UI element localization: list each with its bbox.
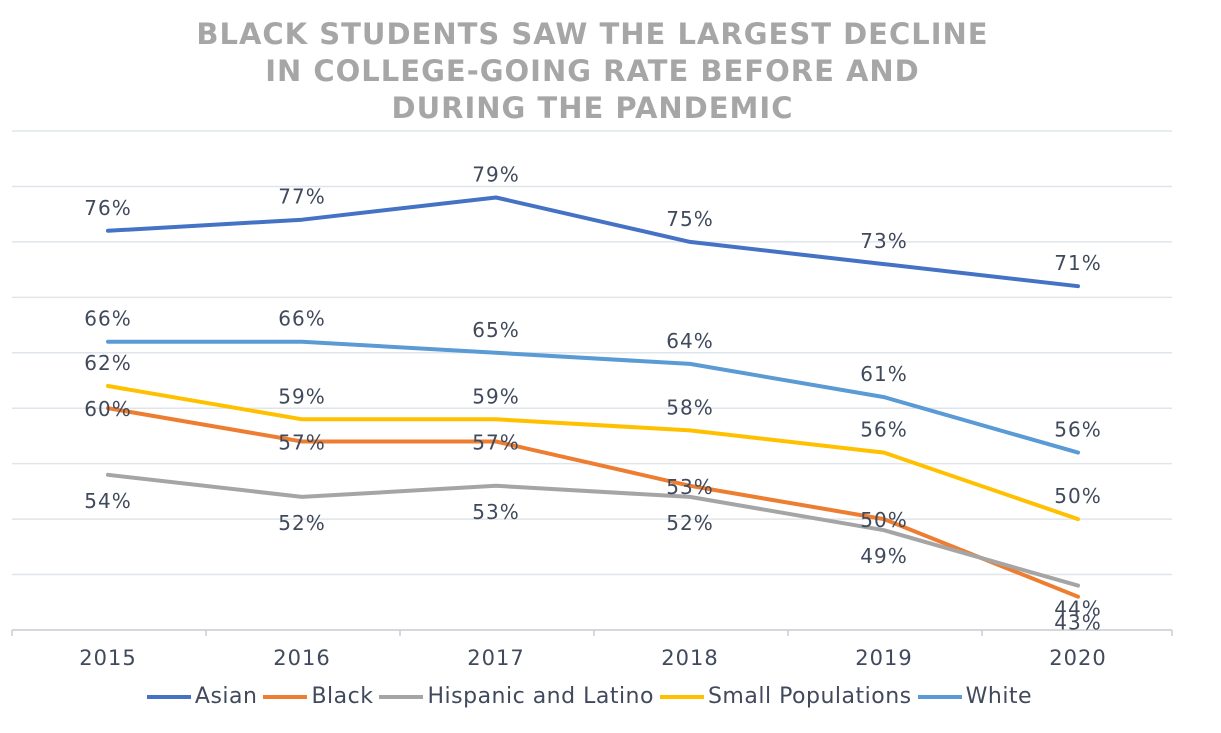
legend-item: White — [917, 684, 1033, 709]
data-label: 75% — [666, 207, 713, 231]
data-label: 59% — [278, 384, 325, 408]
legend-label: Small Populations — [707, 684, 912, 709]
series-line-hispanic-and-latino — [106, 472, 1080, 588]
legend-swatch — [379, 694, 424, 699]
legend-item: Small Populations — [659, 684, 912, 709]
data-label: 58% — [666, 395, 713, 419]
x-tick-label: 2019 — [855, 646, 912, 670]
data-label: 77% — [278, 185, 325, 209]
series-line-white — [106, 339, 1080, 455]
data-label: 44% — [1054, 597, 1101, 621]
data-label: 50% — [860, 508, 907, 532]
data-label: 64% — [666, 329, 713, 353]
data-label: 79% — [472, 163, 519, 187]
data-label: 60% — [84, 397, 131, 421]
data-label: 54% — [84, 489, 131, 513]
data-label: 53% — [472, 500, 519, 524]
legend-swatch — [146, 694, 191, 699]
chart-title-line-2: IN COLLEGE-GOING RATE BEFORE AND — [265, 54, 920, 88]
data-label: 56% — [860, 418, 907, 442]
data-label: 59% — [472, 384, 519, 408]
legend-item: Asian — [146, 684, 258, 709]
data-label: 71% — [1054, 251, 1101, 275]
legend-label: White — [965, 684, 1033, 709]
legend-swatch — [659, 694, 704, 699]
legend-label: Asian — [194, 684, 258, 709]
chart-title: BLACK STUDENTS SAW THE LARGEST DECLINE I… — [0, 16, 1185, 127]
data-label: 73% — [860, 229, 907, 253]
legend-label: Black — [311, 684, 374, 709]
data-label: 76% — [84, 196, 131, 220]
data-label: 56% — [1054, 418, 1101, 442]
gridlines — [12, 130, 1172, 576]
legend: Asian Black Hispanic and Latino Small Popul… — [0, 684, 1185, 709]
legend-item: Black — [263, 684, 373, 709]
data-label: 43% — [1054, 611, 1101, 635]
legend-item: Hispanic and Latino — [379, 684, 653, 709]
series-line-small-populations — [106, 384, 1080, 522]
x-tick-label: 2018 — [661, 646, 718, 670]
legend-label: Hispanic and Latino — [427, 684, 654, 709]
x-tick-label: 2016 — [273, 646, 330, 670]
data-label: 61% — [860, 362, 907, 386]
x-tick-label: 2015 — [79, 646, 136, 670]
data-label: 50% — [1054, 484, 1101, 508]
legend-swatch — [263, 694, 308, 699]
series-line-asian — [106, 195, 1080, 289]
data-label: 52% — [666, 511, 713, 535]
x-tick-label: 2017 — [467, 646, 524, 670]
chart-title-line-3: DURING THE PANDEMIC — [391, 91, 794, 125]
data-label: 57% — [278, 431, 325, 455]
data-label: 65% — [472, 318, 519, 342]
data-labels: 76% 77% 79% 75% 73% 71% 60% 57% 57% 53% 50% 43% 54% 5… — [84, 163, 1101, 635]
series-lines — [106, 195, 1080, 599]
data-label: 52% — [278, 511, 325, 535]
data-label: 57% — [472, 431, 519, 455]
series-line-black — [106, 406, 1080, 599]
legend-swatch — [917, 694, 962, 699]
data-label: 49% — [860, 544, 907, 568]
chart-title-line-1: BLACK STUDENTS SAW THE LARGEST DECLINE — [196, 17, 989, 51]
data-label: 66% — [278, 307, 325, 331]
x-tick-label: 2020 — [1049, 646, 1106, 670]
data-label: 53% — [666, 475, 713, 499]
x-axis: 2015 2016 2017 2018 2019 2020 — [11, 629, 1173, 670]
data-label: 66% — [84, 307, 131, 331]
data-label: 62% — [84, 351, 131, 375]
